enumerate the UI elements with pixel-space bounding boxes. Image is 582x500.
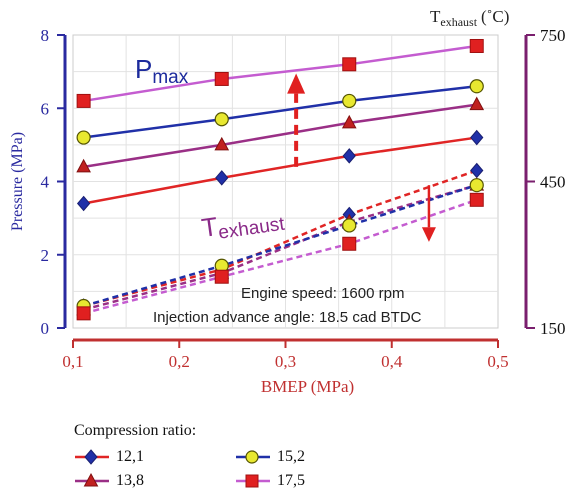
pmax-line bbox=[83, 44, 477, 103]
pmax-point bbox=[214, 71, 229, 86]
texhaust-line bbox=[83, 183, 478, 311]
x-tick-label: 0,4 bbox=[381, 352, 403, 371]
pmax-point bbox=[76, 195, 91, 212]
pmax-point bbox=[469, 96, 485, 111]
pmax-arrow-head bbox=[287, 73, 306, 94]
pmax-point bbox=[76, 93, 91, 108]
texhaust-point bbox=[76, 306, 91, 321]
pmax-line bbox=[83, 136, 477, 205]
legend-label: 13,8 bbox=[116, 472, 144, 489]
x-tick-label: 0,1 bbox=[62, 352, 83, 371]
x-tick-label: 0,2 bbox=[169, 352, 190, 371]
legend-item: 17,5 bbox=[235, 471, 305, 491]
texhaust-point bbox=[214, 269, 229, 284]
texhaust-line bbox=[83, 169, 478, 308]
x-tick-label: 0,5 bbox=[487, 352, 508, 371]
y2-tick-label: 450 bbox=[540, 173, 566, 192]
pmax-label: Pmax bbox=[135, 54, 189, 88]
pmax-point bbox=[342, 57, 357, 72]
legend-marker bbox=[236, 450, 270, 464]
pmax-point bbox=[470, 129, 484, 146]
y-tick-label: 4 bbox=[41, 173, 50, 192]
legend-item: 13,8 bbox=[74, 471, 144, 491]
y-tick-label: 8 bbox=[41, 26, 50, 45]
legend-marker bbox=[236, 474, 270, 488]
y-axis-label: Pressure (MPa) bbox=[9, 132, 26, 231]
pmax-point bbox=[342, 148, 356, 164]
legend-label: 12,1 bbox=[116, 448, 144, 465]
pmax-point bbox=[342, 93, 357, 109]
pmax-point bbox=[214, 112, 229, 127]
engine-speed-note: Engine speed: 1600 rpm bbox=[241, 285, 404, 302]
pmax-line bbox=[83, 85, 477, 139]
chart-svg: 0 2 4 6 8 Pressure (MPa) 150 450 750 Texhaust (˚C)… bbox=[9, 7, 566, 396]
legend-item: 12,1 bbox=[74, 447, 144, 467]
legend-marker bbox=[75, 449, 109, 465]
pmax-point bbox=[341, 114, 357, 129]
pmax-point bbox=[214, 136, 230, 151]
y2-axis-label: Texhaust (˚C) bbox=[430, 7, 509, 29]
pmax-point bbox=[469, 38, 484, 53]
y-tick-label: 2 bbox=[41, 246, 50, 265]
pmax-point bbox=[76, 130, 91, 145]
legend-item: 15,2 bbox=[235, 447, 305, 467]
injection-note: Injection advance angle: 18.5 cad BTDC bbox=[153, 309, 422, 326]
legend-label: 17,5 bbox=[277, 472, 305, 489]
y2-tick-label: 750 bbox=[540, 26, 566, 45]
legend-marker bbox=[75, 472, 109, 487]
y2-tick-label: 150 bbox=[540, 319, 566, 338]
x-axis-label: BMEP (MPa) bbox=[261, 377, 354, 396]
pmax-point bbox=[76, 158, 91, 173]
y-tick-label: 6 bbox=[41, 99, 50, 118]
x-tick-label: 0,3 bbox=[275, 352, 296, 371]
legend-title: Compression ratio: bbox=[74, 422, 197, 439]
texhaust-line bbox=[83, 183, 478, 308]
pmax-point bbox=[469, 79, 484, 94]
texhaust-point bbox=[469, 192, 484, 207]
pmax-line bbox=[83, 103, 477, 169]
texhaust-point bbox=[342, 236, 357, 251]
texhaust-line bbox=[83, 198, 478, 315]
texhaust-arrow-head bbox=[421, 227, 436, 242]
y-tick-label: 0 bbox=[41, 319, 50, 338]
legend-label: 15,2 bbox=[277, 448, 305, 465]
pmax-point bbox=[215, 170, 229, 186]
texhaust-point bbox=[469, 178, 484, 193]
texhaust-point bbox=[342, 218, 357, 233]
